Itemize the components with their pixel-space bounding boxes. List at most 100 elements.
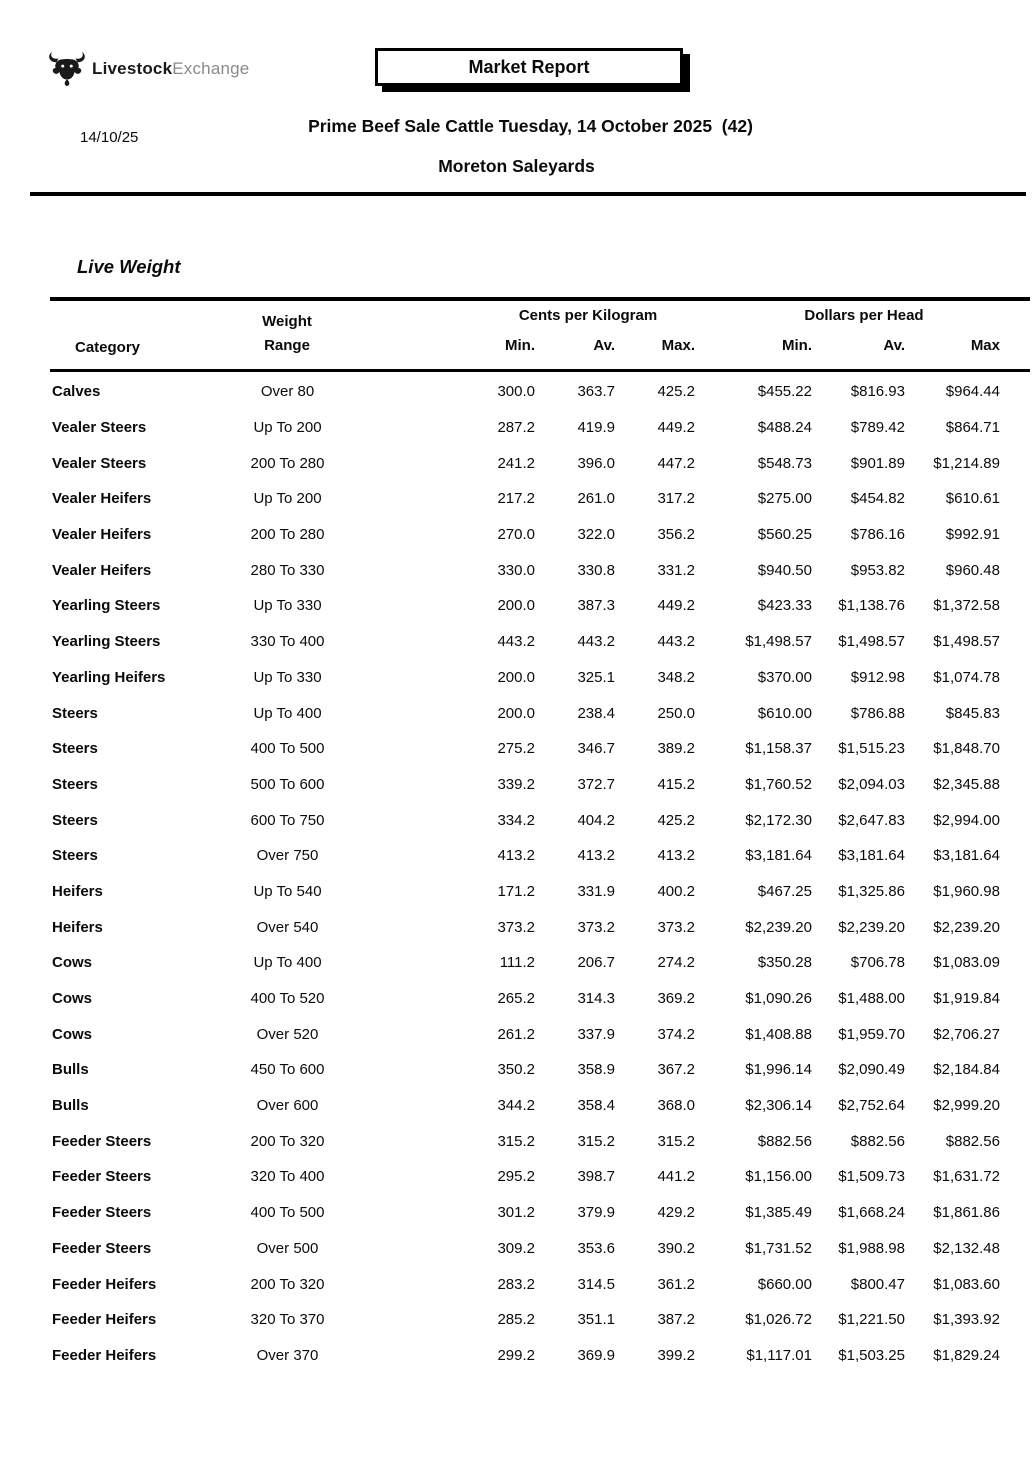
table-row: Bulls Over 600 344.2 358.4 368.0 $2,306.… — [50, 1088, 1030, 1124]
dph-min-cell: $1,158.37 — [745, 740, 812, 758]
cpk-min-cell: 285.2 — [497, 1311, 535, 1329]
cpk-av-cell: 322.0 — [577, 526, 615, 544]
category-cell: Vealer Steers — [52, 454, 147, 472]
dph-max-cell: $1,083.60 — [933, 1275, 1000, 1293]
cpk-max-cell: 387.2 — [657, 1311, 695, 1329]
category-cell: Steers — [52, 740, 98, 758]
cpk-min-cell: 443.2 — [497, 633, 535, 651]
cpk-av-cell: 398.7 — [577, 1168, 615, 1186]
dph-av-cell: $1,138.76 — [838, 597, 905, 615]
category-cell: Heifers — [52, 882, 103, 900]
dph-min-cell: $610.00 — [757, 704, 812, 722]
dph-max-cell: $1,861.86 — [933, 1204, 1000, 1222]
table-row: Bulls 450 To 600 350.2 358.9 367.2 $1,99… — [50, 1052, 1030, 1088]
dph-min-cell: $1,385.49 — [745, 1204, 812, 1222]
row-right-pad — [1000, 838, 1030, 874]
weight-range-cell: 200 To 320 — [250, 1275, 325, 1293]
cpk-min-cell: 339.2 — [497, 775, 535, 793]
cpk-min-cell: 241.2 — [497, 454, 535, 472]
weight-range-cell: 400 To 520 — [250, 990, 325, 1008]
row-right-pad — [1000, 445, 1030, 481]
cpk-av-cell: 325.1 — [577, 668, 615, 686]
row-right-pad — [1000, 374, 1030, 410]
dph-av-cell: $800.47 — [850, 1275, 905, 1293]
dph-av-cell: $789.42 — [850, 419, 905, 437]
category-cell: Feeder Steers — [52, 1204, 152, 1222]
weight-range-cell: Up To 330 — [253, 668, 322, 686]
weight-range-cell: 500 To 600 — [250, 775, 325, 793]
dph-av-cell: $2,647.83 — [838, 811, 905, 829]
table-header: Cents per Kilogram Dollars per Head Weig… — [50, 301, 1030, 369]
cpk-max-cell: 447.2 — [657, 454, 695, 472]
cpk-min-cell: 373.2 — [497, 918, 535, 936]
category-cell: Feeder Heifers — [52, 1275, 157, 1293]
cpk-max-cell: 429.2 — [657, 1204, 695, 1222]
dph-max-cell: $1,214.89 — [933, 454, 1000, 472]
cpk-max-cell: 348.2 — [657, 668, 695, 686]
table-row: Feeder Steers 320 To 400 295.2 398.7 441… — [50, 1159, 1030, 1195]
weight-range-cell: 200 To 280 — [250, 526, 325, 544]
table-row: Feeder Steers 400 To 500 301.2 379.9 429… — [50, 1195, 1030, 1231]
table-row: Calves Over 80 300.0 363.7 425.2 $455.22… — [50, 374, 1030, 410]
cpk-max-cell: 367.2 — [657, 1061, 695, 1079]
dph-av-cell: $706.78 — [850, 954, 905, 972]
cpk-min-cell: 261.2 — [497, 1025, 535, 1043]
weight-range-cell: 320 To 370 — [250, 1311, 325, 1329]
dph-av-cell: $1,988.98 — [838, 1239, 905, 1257]
dph-max-cell: $3,181.64 — [933, 847, 1000, 865]
category-cell: Feeder Heifers — [52, 1346, 157, 1364]
dph-max-cell: $992.91 — [945, 526, 1000, 544]
row-right-pad — [1000, 660, 1030, 696]
cpk-max-cell: 449.2 — [657, 597, 695, 615]
cpk-av-cell: 379.9 — [577, 1204, 615, 1222]
dph-max-cell: $960.48 — [945, 561, 1000, 579]
category-cell: Feeder Steers — [52, 1132, 152, 1150]
col-header-range: Range — [264, 336, 310, 354]
category-cell: Cows — [52, 1025, 93, 1043]
live-weight-table-body: Calves Over 80 300.0 363.7 425.2 $455.22… — [50, 374, 1030, 1373]
dph-av-cell: $1,488.00 — [838, 990, 905, 1008]
category-cell: Feeder Steers — [52, 1239, 152, 1257]
table-row: Feeder Heifers 320 To 370 285.2 351.1 38… — [50, 1302, 1030, 1338]
dph-av-cell: $901.89 — [850, 454, 905, 472]
cpk-av-cell: 314.3 — [577, 990, 615, 1008]
cpk-av-cell: 413.2 — [577, 847, 615, 865]
dph-max-cell: $864.71 — [945, 419, 1000, 437]
cpk-max-cell: 441.2 — [657, 1168, 695, 1186]
cpk-av-cell: 363.7 — [577, 383, 615, 401]
weight-range-cell: 320 To 400 — [250, 1168, 325, 1186]
row-right-pad — [1000, 1016, 1030, 1052]
weight-range-cell: Up To 330 — [253, 597, 322, 615]
weight-range-cell: Up To 200 — [253, 419, 322, 437]
cpk-av-cell: 396.0 — [577, 454, 615, 472]
row-right-pad — [1000, 802, 1030, 838]
cpk-min-cell: 330.0 — [497, 561, 535, 579]
row-right-pad — [1000, 731, 1030, 767]
dph-av-cell: $1,221.50 — [838, 1311, 905, 1329]
cpk-max-cell: 400.2 — [657, 882, 695, 900]
logo-text-livestock: Livestock — [92, 59, 173, 78]
row-right-pad — [1000, 767, 1030, 803]
cpk-min-cell: 200.0 — [497, 597, 535, 615]
category-cell: Steers — [52, 704, 98, 722]
dph-min-cell: $488.24 — [757, 419, 812, 437]
cpk-min-cell: 200.0 — [497, 668, 535, 686]
dph-av-cell: $816.93 — [850, 383, 905, 401]
category-cell: Calves — [52, 383, 101, 401]
table-row: Steers Up To 400 200.0 238.4 250.0 $610.… — [50, 695, 1030, 731]
category-cell: Steers — [52, 811, 98, 829]
dph-max-cell: $882.56 — [945, 1132, 1000, 1150]
table-row: Vealer Heifers 280 To 330 330.0 330.8 33… — [50, 552, 1030, 588]
saleyard-subtitle: Moreton Saleyards — [438, 156, 595, 176]
category-cell: Cows — [52, 954, 93, 972]
cpk-min-cell: 315.2 — [497, 1132, 535, 1150]
category-cell: Yearling Heifers — [52, 668, 166, 686]
category-cell: Feeder Steers — [52, 1168, 152, 1186]
row-right-pad — [1000, 1338, 1030, 1374]
row-right-pad — [1000, 1052, 1030, 1088]
cpk-max-cell: 390.2 — [657, 1239, 695, 1257]
dph-max-cell: $1,960.98 — [933, 882, 1000, 900]
dph-min-cell: $1,760.52 — [745, 775, 812, 793]
dph-max-cell: $2,999.20 — [933, 1097, 1000, 1115]
section-title-live-weight: Live Weight — [77, 256, 181, 277]
